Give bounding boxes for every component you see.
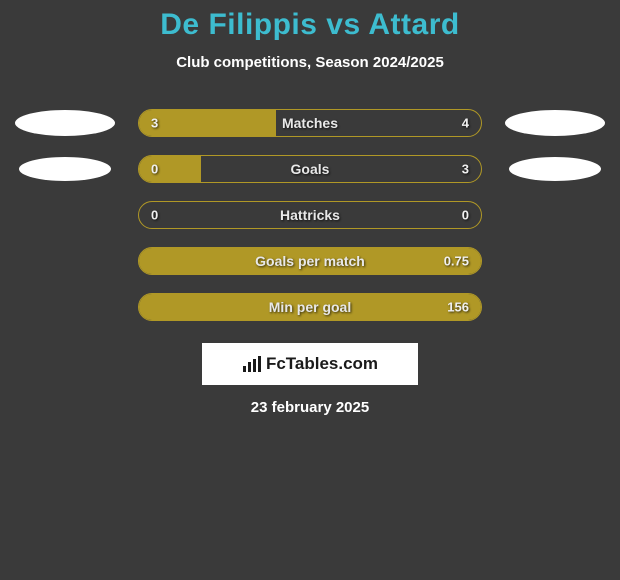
team-logo-left [10,109,120,137]
stat-row: Min per goal 156 [0,293,620,321]
stat-label: Min per goal [269,299,351,315]
stat-value-right: 0.75 [444,254,469,269]
stat-label: Matches [282,115,338,131]
stat-bar: 0 Hattricks 0 [138,201,482,229]
stat-label: Goals per match [255,253,365,269]
stat-value-right: 156 [447,300,469,315]
ellipse-icon [19,157,111,181]
stat-bar: Goals per match 0.75 [138,247,482,275]
stat-bar: Min per goal 156 [138,293,482,321]
stat-value-right: 4 [462,116,469,131]
ellipse-icon [15,110,115,136]
team-logo-left [10,155,120,183]
comparison-infographic: De Filippis vs Attard Club competitions,… [0,0,620,416]
stat-label: Hattricks [280,207,340,223]
stat-row: Goals per match 0.75 [0,247,620,275]
stat-bar-fill [139,110,276,136]
team-logo-right [500,155,610,183]
brand-label: FcTables.com [266,354,378,374]
stat-bar-fill [139,156,201,182]
stat-bar: 0 Goals 3 [138,155,482,183]
stat-value-left: 0 [151,208,158,223]
stat-value-right: 3 [462,162,469,177]
stat-row: 0 Goals 3 [0,155,620,183]
stat-value-left: 0 [151,162,158,177]
stat-value-left: 3 [151,116,158,131]
stat-rows: 3 Matches 4 0 Goals 3 0 Hattricks 0 Goals per mat… [0,109,620,321]
stat-bar: 3 Matches 4 [138,109,482,137]
brand-badge: FcTables.com [202,343,418,385]
stat-label: Goals [291,161,330,177]
team-logo-right [500,109,610,137]
brand-text: FcTables.com [242,354,378,374]
stat-row: 0 Hattricks 0 [0,201,620,229]
page-title: De Filippis vs Attard [0,8,620,42]
stat-value-right: 0 [462,208,469,223]
ellipse-icon [505,110,605,136]
bars-icon [242,355,262,373]
date-text: 23 february 2025 [0,399,620,416]
stat-row: 3 Matches 4 [0,109,620,137]
subtitle: Club competitions, Season 2024/2025 [0,54,620,71]
ellipse-icon [509,157,601,181]
